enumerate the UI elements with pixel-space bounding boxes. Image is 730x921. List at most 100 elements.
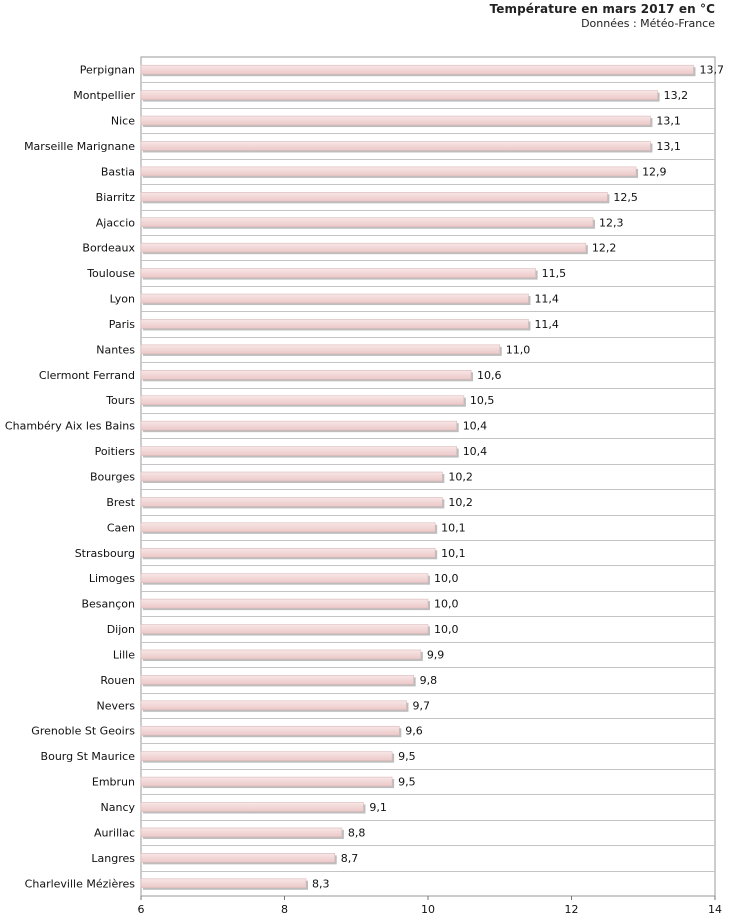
value-label: 8,3 bbox=[312, 877, 330, 890]
x-tick-label: 14 bbox=[708, 903, 722, 916]
bar bbox=[140, 573, 429, 583]
value-label: 11,4 bbox=[534, 293, 559, 306]
value-label: 11,5 bbox=[542, 267, 567, 280]
category-label: Perpignan bbox=[80, 64, 135, 77]
bar bbox=[140, 700, 407, 711]
bar bbox=[140, 446, 458, 456]
bar bbox=[140, 522, 436, 533]
x-tick-label: 8 bbox=[281, 903, 288, 916]
bar bbox=[140, 497, 443, 507]
value-label: 10,5 bbox=[470, 394, 495, 407]
category-label: Nantes bbox=[96, 343, 135, 356]
bar bbox=[140, 624, 429, 634]
bar bbox=[140, 293, 529, 304]
value-label: 13,2 bbox=[664, 89, 689, 102]
category-label: Lille bbox=[113, 648, 135, 661]
category-label: Lyon bbox=[110, 293, 135, 306]
category-label: Ajaccio bbox=[96, 216, 135, 229]
category-label: Langres bbox=[91, 852, 135, 865]
value-label: 10,4 bbox=[463, 445, 488, 458]
value-label: 10,0 bbox=[434, 572, 459, 585]
bar bbox=[140, 725, 400, 736]
bar bbox=[140, 115, 651, 126]
value-label: 12,5 bbox=[613, 191, 638, 204]
value-label: 8,8 bbox=[348, 826, 366, 839]
category-label: Nevers bbox=[96, 699, 135, 712]
value-label: 10,1 bbox=[441, 521, 466, 534]
value-label: 8,7 bbox=[341, 852, 359, 865]
bar bbox=[140, 395, 465, 406]
bar bbox=[140, 827, 343, 838]
chart-subtitle: Données : Météo-France bbox=[581, 17, 715, 30]
bar bbox=[140, 878, 307, 889]
category-label: Clermont Ferrand bbox=[39, 369, 135, 382]
value-label: 10,2 bbox=[448, 496, 473, 509]
value-label: 9,7 bbox=[412, 699, 430, 712]
value-label: 9,5 bbox=[398, 776, 416, 789]
value-label: 13,1 bbox=[656, 115, 681, 128]
category-label: Caen bbox=[107, 521, 135, 534]
value-label: 12,9 bbox=[642, 165, 667, 178]
bar bbox=[140, 90, 658, 100]
value-label: 12,3 bbox=[599, 216, 624, 229]
category-label: Chambéry Aix les Bains bbox=[5, 420, 135, 433]
category-label: Biarritz bbox=[96, 191, 136, 204]
value-label: 10,1 bbox=[441, 547, 466, 560]
bar bbox=[140, 64, 694, 75]
category-label: Rouen bbox=[100, 674, 135, 687]
bar bbox=[140, 242, 587, 253]
category-label: Poitiers bbox=[95, 445, 136, 458]
bar bbox=[140, 751, 393, 761]
value-label: 9,9 bbox=[427, 648, 445, 661]
value-label: 11,4 bbox=[534, 318, 559, 331]
value-label: 10,0 bbox=[434, 598, 459, 611]
value-label: 11,0 bbox=[506, 343, 531, 356]
x-tick-label: 6 bbox=[138, 903, 145, 916]
bar bbox=[140, 649, 422, 660]
x-tick-label: 12 bbox=[565, 903, 579, 916]
bar bbox=[140, 802, 364, 812]
category-label: Dijon bbox=[107, 623, 135, 636]
value-label: 13,1 bbox=[656, 140, 681, 153]
bar bbox=[140, 776, 393, 787]
value-label: 13,7 bbox=[699, 64, 724, 77]
bar bbox=[140, 853, 336, 863]
category-label: Limoges bbox=[89, 572, 135, 585]
category-label: Bourges bbox=[90, 471, 135, 484]
category-label: Bourg St Maurice bbox=[41, 750, 136, 763]
value-label: 12,2 bbox=[592, 242, 617, 255]
value-label: 9,5 bbox=[398, 750, 416, 763]
category-label: Strasbourg bbox=[75, 547, 135, 560]
bar bbox=[140, 420, 458, 431]
category-label: Montpellier bbox=[73, 89, 135, 102]
value-label: 10,4 bbox=[463, 420, 488, 433]
value-label: 10,6 bbox=[477, 369, 502, 382]
category-label: Bastia bbox=[101, 165, 135, 178]
chart-title: Température en mars 2017 en °C bbox=[489, 2, 715, 16]
value-label: 9,8 bbox=[420, 674, 438, 687]
category-label: Toulouse bbox=[86, 267, 135, 280]
category-label: Nancy bbox=[101, 801, 136, 814]
bar bbox=[140, 192, 608, 202]
bar bbox=[140, 141, 651, 151]
bar bbox=[140, 370, 472, 380]
bar bbox=[140, 344, 501, 355]
category-label: Paris bbox=[109, 318, 135, 331]
bar bbox=[140, 675, 414, 685]
value-label: 9,6 bbox=[405, 725, 423, 738]
bar bbox=[140, 598, 429, 609]
bar bbox=[140, 319, 529, 329]
category-label: Charleville Mézières bbox=[25, 877, 136, 890]
bar bbox=[140, 547, 436, 558]
chart-title-block: Température en mars 2017 en °C Données :… bbox=[490, 2, 715, 30]
bar bbox=[140, 166, 637, 177]
category-label: Nice bbox=[111, 115, 135, 128]
category-label: Embrun bbox=[92, 776, 135, 789]
category-label: Brest bbox=[106, 496, 135, 509]
value-label: 10,2 bbox=[448, 471, 473, 484]
value-label: 9,1 bbox=[369, 801, 387, 814]
category-label: Marseille Marignane bbox=[24, 140, 135, 153]
category-label: Besançon bbox=[81, 598, 135, 611]
category-label: Bordeaux bbox=[82, 242, 135, 255]
